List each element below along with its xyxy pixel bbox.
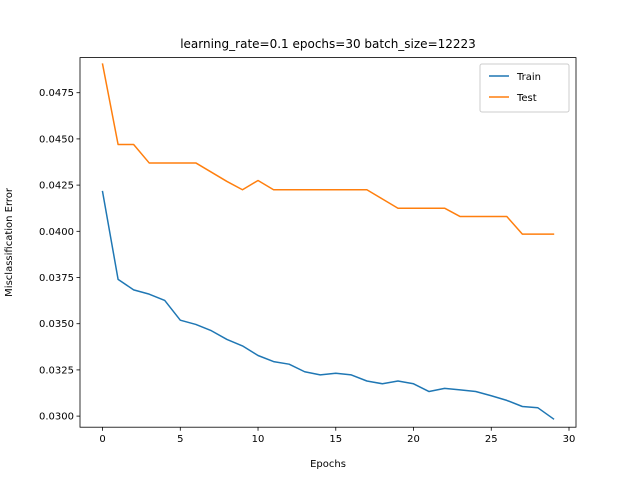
legend-train-label: Train [516, 72, 541, 83]
x-tick-label: 15 [329, 434, 342, 445]
legend-test-label: Test [516, 93, 537, 104]
y-axis-label: Misclassification Error [4, 187, 15, 297]
x-tick-label: 20 [407, 434, 420, 445]
ticks-group: 0 5 10 15 20 25 30 0.0300 0.0325 0.0350 0.0375 0.04… [39, 88, 575, 445]
x-axis-label: Epochs [310, 459, 346, 470]
x-tick-label: 10 [252, 434, 265, 445]
legend: Train Test [479, 63, 570, 113]
y-tick-label: 0.0325 [39, 365, 74, 376]
x-tick-label: 30 [563, 434, 576, 445]
plot-frame [79, 57, 577, 428]
y-tick-label: 0.0450 [39, 134, 74, 145]
x-tick-label: 0 [99, 434, 105, 445]
y-tick-label: 0.0375 [39, 273, 74, 284]
x-tick-label: 5 [177, 434, 183, 445]
chart-title: learning_rate=0.1 epochs=30 batch_size=1… [180, 37, 476, 51]
x-tick-label: 25 [485, 434, 498, 445]
y-tick-label: 0.0300 [39, 412, 74, 423]
y-tick-label: 0.0350 [39, 319, 74, 330]
series-lines [101, 63, 555, 420]
y-tick-label: 0.0425 [39, 181, 74, 192]
series-line-test [101, 63, 555, 235]
series-line-train [101, 190, 555, 420]
y-tick-label: 0.0400 [39, 227, 74, 238]
y-tick-label: 0.0475 [39, 88, 74, 99]
